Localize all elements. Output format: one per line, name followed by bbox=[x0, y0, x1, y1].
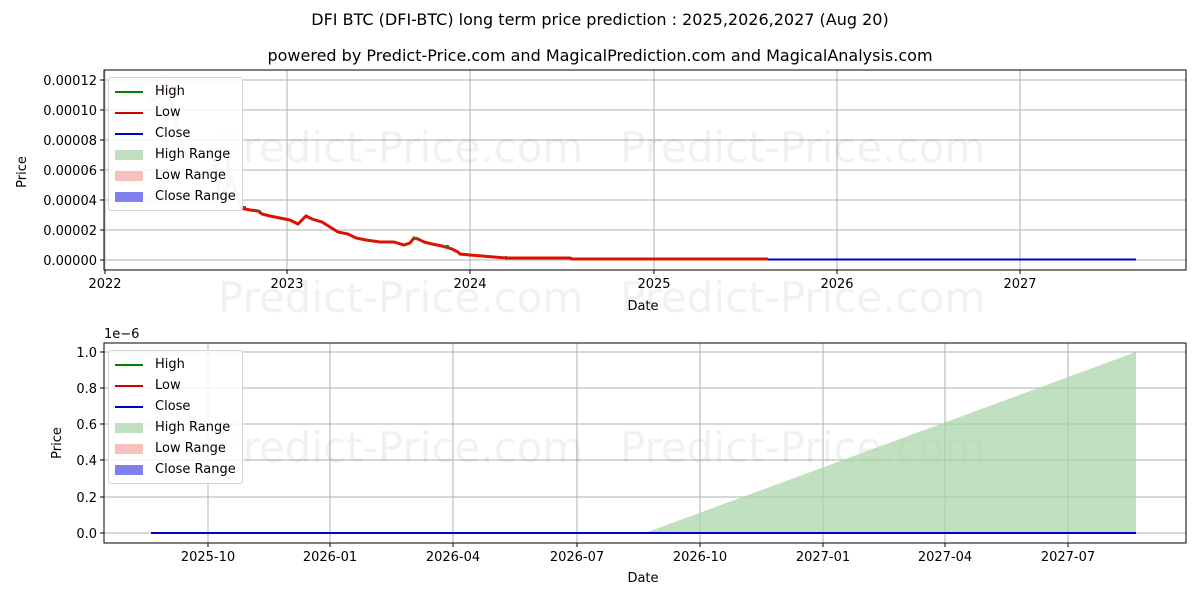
y-tick-label: 1.0 bbox=[76, 346, 97, 361]
low-range-swatch bbox=[115, 443, 143, 454]
low-line-swatch bbox=[115, 111, 143, 114]
close-range-swatch bbox=[115, 191, 143, 202]
y-tick-label: 0.00000 bbox=[43, 254, 97, 269]
close-line-swatch bbox=[115, 132, 143, 135]
y-tick-label: 0.00006 bbox=[43, 164, 97, 179]
y-tick-label: 0.00010 bbox=[43, 104, 97, 119]
bottom-x-ticks: 2025-10 2026-01 2026-04 2026-07 2026-10 … bbox=[181, 543, 1095, 565]
x-tick-label: 2025 bbox=[637, 277, 670, 292]
x-tick-label: 2026-10 bbox=[673, 550, 727, 565]
y-scale-label: 1e−6 bbox=[104, 327, 139, 342]
legend-label: High Range bbox=[155, 147, 231, 162]
x-tick-label: 2027 bbox=[1003, 277, 1036, 292]
high-line-swatch bbox=[115, 90, 143, 93]
legend-label: High Range bbox=[155, 420, 231, 435]
watermark: Predict-Price.com bbox=[218, 423, 583, 472]
legend-top: High Low Close High Range Low Range Clos… bbox=[108, 77, 243, 211]
y-tick-label: 0.00002 bbox=[43, 224, 97, 239]
watermark: Predict-Price.com bbox=[218, 123, 583, 172]
legend-bottom: High Low Close High Range Low Range Clos… bbox=[108, 350, 243, 484]
y-tick-label: 0.00004 bbox=[43, 194, 97, 209]
legend-item-low-range: Low Range bbox=[115, 438, 236, 459]
legend-label: High bbox=[155, 84, 185, 99]
legend-item-high-range: High Range bbox=[115, 144, 236, 165]
x-tick-label: 2022 bbox=[88, 277, 121, 292]
watermark: Predict-Price.com bbox=[218, 273, 583, 322]
legend-item-low: Low bbox=[115, 375, 236, 396]
legend-label: Low bbox=[155, 105, 181, 120]
low-range-swatch bbox=[115, 170, 143, 181]
legend-item-close: Close bbox=[115, 123, 236, 144]
chart-subtitle: powered by Predict-Price.com and Magical… bbox=[267, 46, 933, 65]
watermark: Predict-Price.com bbox=[620, 273, 985, 322]
x-tick-label: 2027-07 bbox=[1041, 550, 1095, 565]
x-tick-label: 2024 bbox=[453, 277, 486, 292]
legend-item-low: Low bbox=[115, 102, 236, 123]
x-tick-label: 2027-01 bbox=[796, 550, 850, 565]
y-tick-label: 0.8 bbox=[76, 382, 97, 397]
y-tick-label: 0.6 bbox=[76, 418, 97, 433]
x-tick-label: 2023 bbox=[270, 277, 303, 292]
high-range-area bbox=[645, 352, 1136, 533]
top-x-ticks: 2022 2023 2024 2025 2026 2027 bbox=[88, 270, 1037, 292]
legend-item-high-range: High Range bbox=[115, 417, 236, 438]
y-tick-label: 0.4 bbox=[76, 454, 97, 469]
high-markers bbox=[242, 206, 507, 258]
high-range-swatch bbox=[115, 422, 143, 433]
x-tick-label: 2026 bbox=[820, 277, 853, 292]
legend-item-high: High bbox=[115, 81, 236, 102]
x-tick-label: 2026-04 bbox=[426, 550, 480, 565]
legend-item-close-range: Close Range bbox=[115, 459, 236, 480]
legend-item-close-range: Close Range bbox=[115, 186, 236, 207]
legend-label: Close Range bbox=[155, 189, 236, 204]
x-tick-label: 2026-01 bbox=[303, 550, 357, 565]
x-axis-label: Date bbox=[627, 299, 658, 314]
legend-item-high: High bbox=[115, 354, 236, 375]
x-tick-label: 2025-10 bbox=[181, 550, 235, 565]
legend-item-close: Close bbox=[115, 396, 236, 417]
close-line-swatch bbox=[115, 405, 143, 408]
legend-label: Close bbox=[155, 399, 191, 414]
bottom-axes-frame bbox=[103, 342, 1187, 544]
y-axis-label: Price bbox=[15, 156, 30, 188]
legend-item-low-range: Low Range bbox=[115, 165, 236, 186]
close-range-swatch bbox=[115, 464, 143, 475]
low-line-swatch bbox=[115, 384, 143, 387]
legend-label: Close Range bbox=[155, 462, 236, 477]
x-axis-label: Date bbox=[627, 571, 658, 586]
x-tick-label: 2026-07 bbox=[550, 550, 604, 565]
watermark: Predict-Price.com bbox=[620, 123, 985, 172]
high-range-swatch bbox=[115, 149, 143, 160]
bottom-chart: Predict-Price.com Predict-Price.com 1e−6… bbox=[50, 327, 1187, 586]
y-tick-label: 0.2 bbox=[76, 491, 97, 506]
y-tick-label: 0.00008 bbox=[43, 134, 97, 149]
bottom-y-ticks: 1.0 0.8 0.6 0.4 0.2 0.0 bbox=[76, 346, 104, 542]
legend-label: High bbox=[155, 357, 185, 372]
y-tick-label: 0.0 bbox=[76, 527, 97, 542]
x-tick-label: 2027-04 bbox=[918, 550, 972, 565]
legend-label: Close bbox=[155, 126, 191, 141]
top-y-ticks: 0.00012 0.00010 0.00008 0.00006 0.00004 … bbox=[43, 74, 104, 269]
y-axis-label: Price bbox=[50, 427, 65, 459]
legend-label: Low Range bbox=[155, 168, 226, 183]
legend-label: Low Range bbox=[155, 441, 226, 456]
high-line-swatch bbox=[115, 363, 143, 366]
low-line bbox=[239, 206, 768, 261]
legend-label: Low bbox=[155, 378, 181, 393]
chart-title: DFI BTC (DFI-BTC) long term price predic… bbox=[311, 10, 889, 29]
y-tick-label: 0.00012 bbox=[43, 74, 97, 89]
